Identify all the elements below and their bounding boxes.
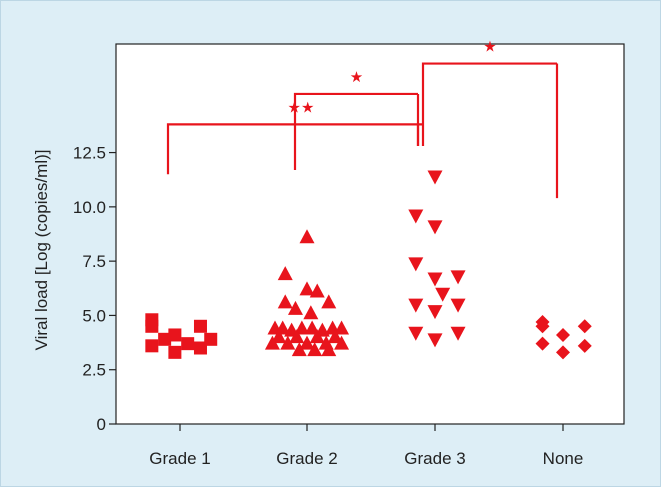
data-point-square — [204, 332, 218, 346]
data-point-triangle-up — [299, 229, 315, 244]
x-tick-label: Grade 3 — [404, 449, 465, 468]
data-point-triangle-up — [291, 342, 307, 357]
data-point-square — [168, 328, 182, 342]
data-point-triangle-down — [427, 220, 443, 235]
x-axis: Grade 1 Grade 2 Grade 3 None — [149, 424, 583, 468]
data-point-diamond — [577, 319, 592, 334]
y-tick-label: 2.5 — [82, 361, 106, 380]
data-point-triangle-up — [271, 329, 287, 344]
data-point-triangle-up — [321, 342, 337, 357]
data-point-diamond — [556, 345, 570, 360]
data-point-triangle-up — [334, 335, 350, 350]
data-point-square — [181, 337, 195, 351]
data-point-triangle-up — [307, 342, 323, 357]
data-point-triangle-up — [294, 320, 310, 335]
data-point-triangle-down — [427, 272, 443, 287]
data-point-triangle-up — [299, 335, 315, 350]
data-point-triangle-down — [408, 257, 424, 272]
significance-stars: ★★ — [288, 98, 315, 116]
significance-stars: ★ — [483, 38, 496, 56]
data-point-triangle-down — [427, 333, 443, 348]
data-point-triangle-up — [277, 294, 293, 309]
data-point-triangle-up — [299, 281, 315, 296]
data-point-square — [145, 339, 159, 353]
y-axis: 0 2.5 5.0 7.5 10.0 12.5 — [73, 144, 116, 434]
data-point-triangle-up — [303, 305, 319, 320]
x-tick-label: Grade 1 — [149, 449, 210, 468]
data-point-triangle-up — [327, 329, 343, 344]
y-tick-label: 10.0 — [73, 198, 106, 217]
data-point-triangle-up — [309, 283, 325, 298]
data-point-triangle-up — [304, 320, 320, 335]
data-point-triangle-up — [334, 320, 350, 335]
significance-bracket — [421, 62, 559, 199]
significance-stars: ★ — [350, 68, 363, 86]
data-point-triangle-down — [427, 305, 443, 320]
significance-bracket — [293, 92, 420, 170]
data-point-triangle-up — [287, 300, 303, 315]
data-point-triangle-down — [450, 270, 466, 285]
data-point-triangle-up — [280, 335, 296, 350]
data-point-triangle-up — [277, 266, 293, 281]
data-point-triangle-down — [427, 170, 443, 185]
data-point-triangle-up — [289, 329, 305, 344]
x-tick-label: None — [543, 449, 584, 468]
data-point-triangle-down — [435, 287, 451, 302]
data-point-diamond — [556, 327, 570, 342]
data-point-triangle-up — [321, 294, 337, 309]
data-point-square — [145, 319, 159, 333]
data-point-square — [168, 345, 182, 359]
data-point-diamond — [577, 338, 592, 353]
data-point-triangle-down — [450, 298, 466, 313]
y-tick-label: 12.5 — [73, 144, 106, 163]
plot-area — [115, 43, 625, 425]
y-tick-label: 0 — [97, 415, 106, 434]
data-point-triangle-down — [408, 298, 424, 313]
data-point-diamond — [535, 319, 550, 334]
data-point-square — [193, 341, 207, 355]
data-point-triangle-up — [309, 329, 325, 344]
data-point-triangle-down — [408, 209, 424, 224]
significance-brackets: ★★★★ — [166, 38, 559, 199]
data-points — [145, 170, 592, 360]
y-tick-label: 7.5 — [82, 252, 106, 271]
data-point-diamond — [535, 336, 550, 351]
data-point-triangle-up — [264, 335, 280, 350]
data-point-triangle-down — [408, 326, 424, 341]
data-point-square — [158, 332, 172, 346]
y-tick-label: 5.0 — [82, 306, 106, 325]
data-point-triangle-down — [450, 326, 466, 341]
x-tick-label: Grade 2 — [276, 449, 337, 468]
data-point-square — [193, 319, 207, 333]
y-axis-label: Viral load [Log (copies/ml)] — [32, 150, 51, 351]
